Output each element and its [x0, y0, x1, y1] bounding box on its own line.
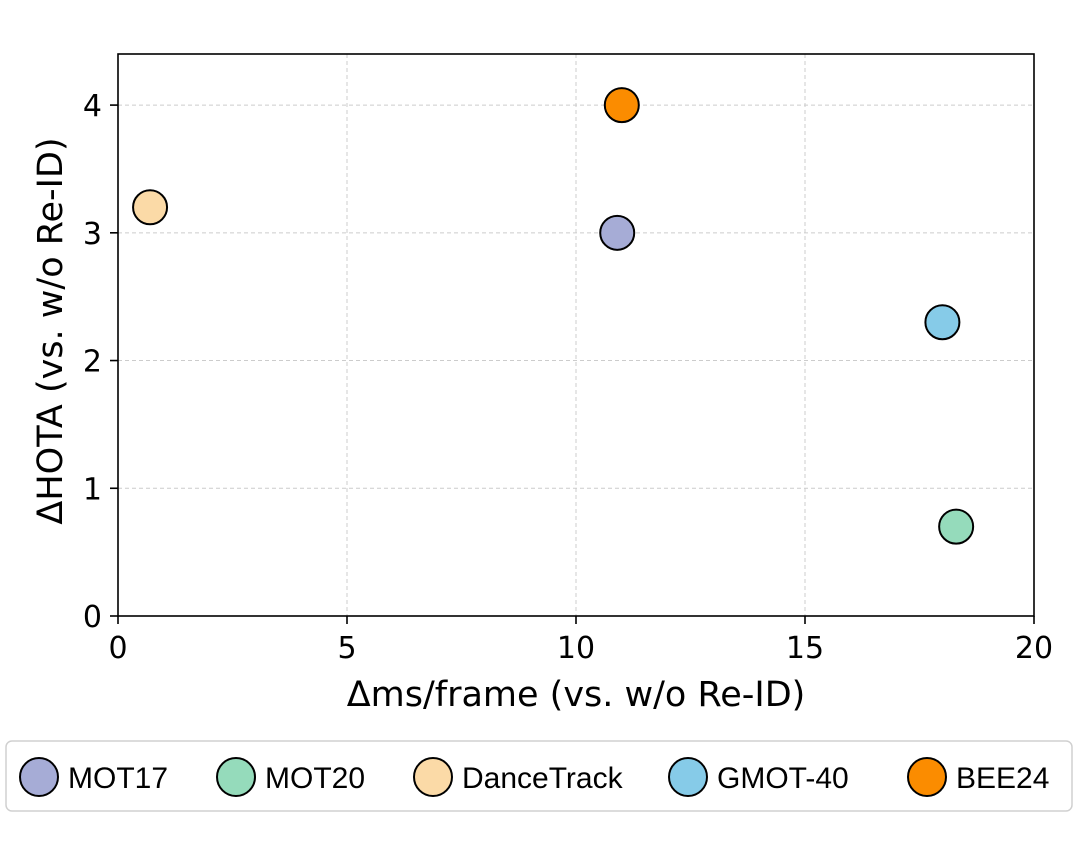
y-tick-label: 1 [83, 472, 102, 507]
legend-box [5, 740, 1073, 812]
legend-marker-mot17 [19, 757, 59, 797]
x-tick-label: 20 [1015, 631, 1053, 666]
y-tick-label: 3 [83, 217, 102, 252]
x-tick-label: 15 [786, 631, 824, 666]
y-tick-label: 0 [83, 600, 102, 635]
legend-label-mot20: MOT20 [265, 762, 365, 795]
point-mot20 [938, 508, 975, 545]
legend-marker-gmot-40 [668, 757, 708, 797]
legend-label-bee24: BEE24 [956, 762, 1049, 795]
y-tick-label: 2 [83, 345, 102, 380]
x-axis: 0 5 10 15 20 [108, 616, 1053, 666]
point-dancetrack [132, 189, 169, 226]
legend-label-dancetrack: DanceTrack [462, 762, 624, 795]
legend: MOT17 MOT20 DanceTrack GMOT-40 BEE24 [5, 740, 1073, 812]
grid-lines [117, 54, 1035, 617]
legend-marker-mot20 [216, 757, 256, 797]
y-axis: 0 1 2 3 4 [83, 89, 118, 635]
y-tick-label: 4 [83, 89, 102, 124]
legend-label-gmot-40: GMOT-40 [717, 762, 849, 795]
point-gmot-40 [924, 304, 961, 341]
x-axis-title: Δms/frame (vs. w/o Re-ID) [347, 675, 806, 715]
x-tick-label: 10 [557, 631, 595, 666]
point-bee24 [603, 87, 640, 124]
legend-marker-dancetrack [413, 757, 453, 797]
plot-frame [117, 53, 1035, 617]
y-axis-title: ΔHOTA (vs. w/o Re-ID) [31, 137, 71, 524]
x-tick-label: 5 [337, 631, 356, 666]
x-tick-label: 0 [108, 631, 127, 666]
data-points [132, 87, 975, 545]
legend-marker-bee24 [907, 757, 947, 797]
legend-label-mot17: MOT17 [68, 762, 168, 795]
point-mot17 [599, 214, 636, 251]
